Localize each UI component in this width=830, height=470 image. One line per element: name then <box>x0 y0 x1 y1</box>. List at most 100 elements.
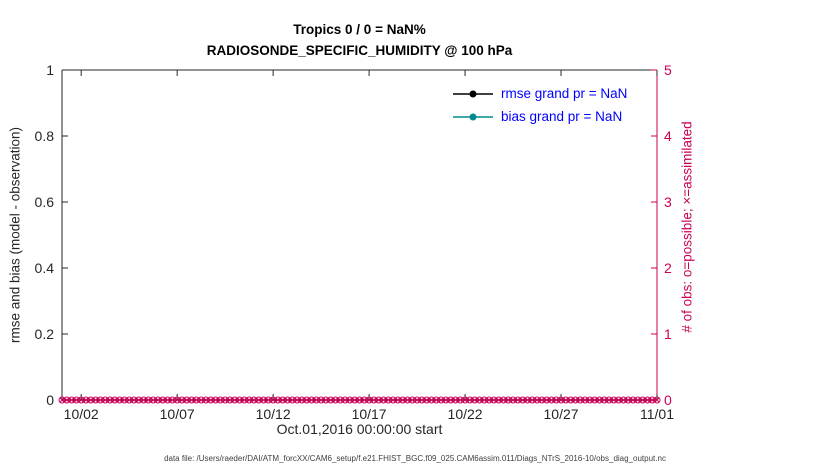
obs-assimilated-marker <box>227 397 233 403</box>
obs-assimilated-marker <box>112 397 118 403</box>
obs-possible-marker <box>571 396 579 404</box>
obs-possible-marker <box>639 396 647 404</box>
obs-assimilated-marker <box>500 397 507 403</box>
obs-assimilated-marker <box>116 397 123 403</box>
obs-possible-marker <box>168 396 176 404</box>
obs-possible-marker <box>106 396 114 404</box>
obs-possible-marker <box>269 396 277 404</box>
obs-possible-marker <box>586 396 594 404</box>
obs-assimilated-marker <box>563 397 569 403</box>
obs-assimilated-marker <box>294 397 300 403</box>
obs-assimilated-marker <box>380 397 387 403</box>
obs-assimilated-marker <box>491 397 497 403</box>
obs-assimilated-marker <box>385 397 391 403</box>
obs-assimilated-marker <box>347 397 353 403</box>
obs-assimilated-marker <box>361 397 367 403</box>
obs-assimilated-marker <box>424 397 430 403</box>
obs-assimilated-marker <box>92 397 99 403</box>
obs-assimilated-marker <box>198 397 204 403</box>
chart-subtitle: RADIOSONDE_SPECIFIC_HUMIDITY @ 100 hPa <box>206 43 513 58</box>
obs-possible-marker <box>591 396 599 404</box>
y-axis-right: 0 1 2 3 4 5 <box>651 62 672 408</box>
obs-assimilated-marker <box>203 397 209 403</box>
obs-possible-marker <box>423 396 431 404</box>
x-tick-label: 10/07 <box>160 406 195 422</box>
legend-label-rmse: rmse grand pr = NaN <box>501 86 628 101</box>
obs-assimilated-marker <box>222 397 228 403</box>
obs-assimilated-marker <box>519 397 526 403</box>
obs-possible-marker <box>466 396 474 404</box>
obs-possible-marker <box>135 396 143 404</box>
right-axis-label: # of obs: o=possible; ×=assimilated <box>679 121 695 333</box>
obs-possible-marker <box>403 396 411 404</box>
obs-assimilated-marker <box>543 397 550 403</box>
obs-possible-marker <box>451 396 459 404</box>
obs-assimilated-marker <box>448 397 454 403</box>
obs-possible-marker <box>418 396 426 404</box>
obs-possible-marker <box>471 396 479 404</box>
obs-possible-marker <box>298 396 306 404</box>
obs-possible-marker <box>92 396 100 404</box>
obs-assimilated-marker <box>160 397 166 403</box>
obs-assimilated-marker <box>524 397 531 403</box>
obs-possible-marker <box>111 396 119 404</box>
obs-possible-marker <box>504 396 512 404</box>
obs-possible-marker <box>120 396 128 404</box>
obs-assimilated-marker <box>174 397 180 403</box>
obs-possible-marker <box>303 396 311 404</box>
obs-assimilated-marker <box>472 397 478 403</box>
obs-assimilated-marker <box>342 397 348 403</box>
obs-assimilated-marker <box>280 397 286 403</box>
obs-possible-marker <box>72 396 80 404</box>
rmse-line-marker-icon <box>453 90 493 97</box>
obs-assimilated-marker <box>625 397 631 403</box>
obs-possible-marker <box>332 396 340 404</box>
obs-possible-marker <box>384 396 392 404</box>
obs-possible-marker <box>202 396 210 404</box>
obs-possible-marker <box>447 396 455 404</box>
obs-assimilated-marker <box>184 397 190 403</box>
obs-assimilated-marker <box>371 397 377 403</box>
y-right-tick-label: 5 <box>664 62 672 78</box>
obs-assimilated-marker <box>246 397 252 403</box>
obs-assimilated-marker <box>548 397 555 403</box>
obs-assimilated-marker <box>505 397 511 403</box>
obs-possible-marker <box>231 396 239 404</box>
obs-assimilated-marker <box>630 397 636 403</box>
obs-assimilated-marker <box>136 397 142 403</box>
obs-assimilated-marker <box>495 397 502 403</box>
obs-assimilated-marker <box>121 397 128 403</box>
obs-assimilated-marker <box>596 397 603 403</box>
obs-assimilated-marker <box>217 397 224 403</box>
obs-possible-marker <box>221 396 229 404</box>
y-right-tick-label: 0 <box>664 392 672 408</box>
obs-assimilated-marker <box>376 397 382 403</box>
obs-assimilated-marker <box>438 397 444 403</box>
obs-possible-marker <box>226 396 234 404</box>
obs-assimilated-marker <box>284 397 291 403</box>
obs-assimilated-marker <box>615 397 622 403</box>
obs-possible-marker <box>543 396 551 404</box>
obs-possible-marker <box>624 396 632 404</box>
obs-possible-marker <box>408 396 416 404</box>
obs-possible-marker <box>341 396 349 404</box>
obs-assimilated-marker <box>179 397 185 403</box>
obs-possible-marker <box>236 396 244 404</box>
obs-possible-marker <box>437 396 445 404</box>
obs-possible-marker <box>432 396 440 404</box>
obs-assimilated-marker <box>639 397 646 403</box>
obs-possible-marker <box>279 396 287 404</box>
y-right-tick-label: 2 <box>664 260 672 276</box>
obs-possible-marker <box>485 396 493 404</box>
obs-assimilated-marker <box>212 397 219 403</box>
obs-assimilated-marker <box>635 397 641 403</box>
obs-assimilated-marker <box>591 397 598 403</box>
chart-title: Tropics 0 / 0 = NaN% <box>293 22 426 37</box>
obs-assimilated-marker <box>337 397 343 403</box>
obs-assimilated-marker <box>68 397 75 403</box>
obs-possible-marker <box>144 396 152 404</box>
obs-assimilated-marker <box>241 397 247 403</box>
obs-assimilated-marker <box>164 397 171 403</box>
obs-possible-marker <box>456 396 464 404</box>
